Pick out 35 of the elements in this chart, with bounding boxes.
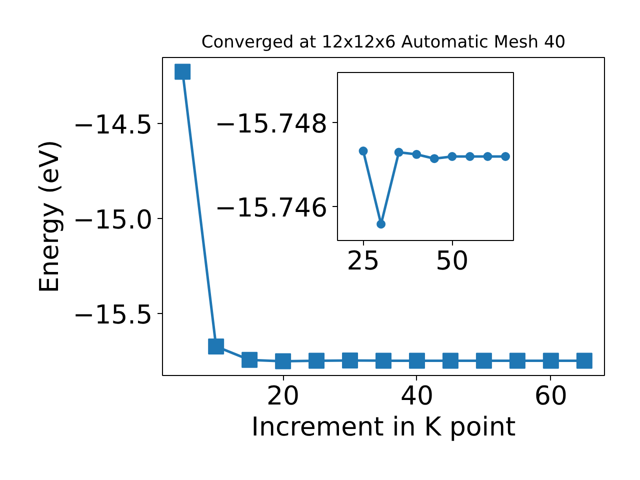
chart-title: Converged at 12x12x6 Automatic Mesh 40 xyxy=(201,32,566,52)
point xyxy=(394,148,404,157)
point xyxy=(174,64,191,80)
y-axis-title: Energy (eV) xyxy=(34,140,65,294)
point xyxy=(412,150,422,159)
point xyxy=(358,146,368,156)
point xyxy=(542,352,559,369)
point xyxy=(376,220,386,229)
point xyxy=(376,352,392,369)
point xyxy=(483,152,492,161)
point xyxy=(275,353,292,370)
point xyxy=(509,352,526,369)
y-tick-label: −15.5 xyxy=(72,300,153,330)
x-tick-label: 40 xyxy=(400,382,434,412)
point xyxy=(242,352,258,368)
y-tick-label: −14.5 xyxy=(72,110,153,140)
x-tick-label: 60 xyxy=(534,382,568,412)
point xyxy=(465,152,474,161)
point xyxy=(208,338,224,354)
point xyxy=(430,154,439,164)
y-tick-label: −15.0 xyxy=(72,205,153,236)
point xyxy=(408,352,425,369)
x-tick-label: 50 xyxy=(436,246,469,276)
point xyxy=(476,352,492,369)
point xyxy=(308,352,325,369)
point xyxy=(442,352,458,369)
point xyxy=(501,152,510,161)
y-tick-label: −15.746 xyxy=(214,193,328,224)
point xyxy=(342,352,358,368)
point xyxy=(448,152,457,161)
point xyxy=(576,352,592,369)
x-tick-label: 25 xyxy=(346,246,380,276)
x-tick-label: 20 xyxy=(266,382,300,412)
y-tick-label: −15.748 xyxy=(214,109,328,140)
x-axis-title: Increment in K point xyxy=(251,412,516,442)
